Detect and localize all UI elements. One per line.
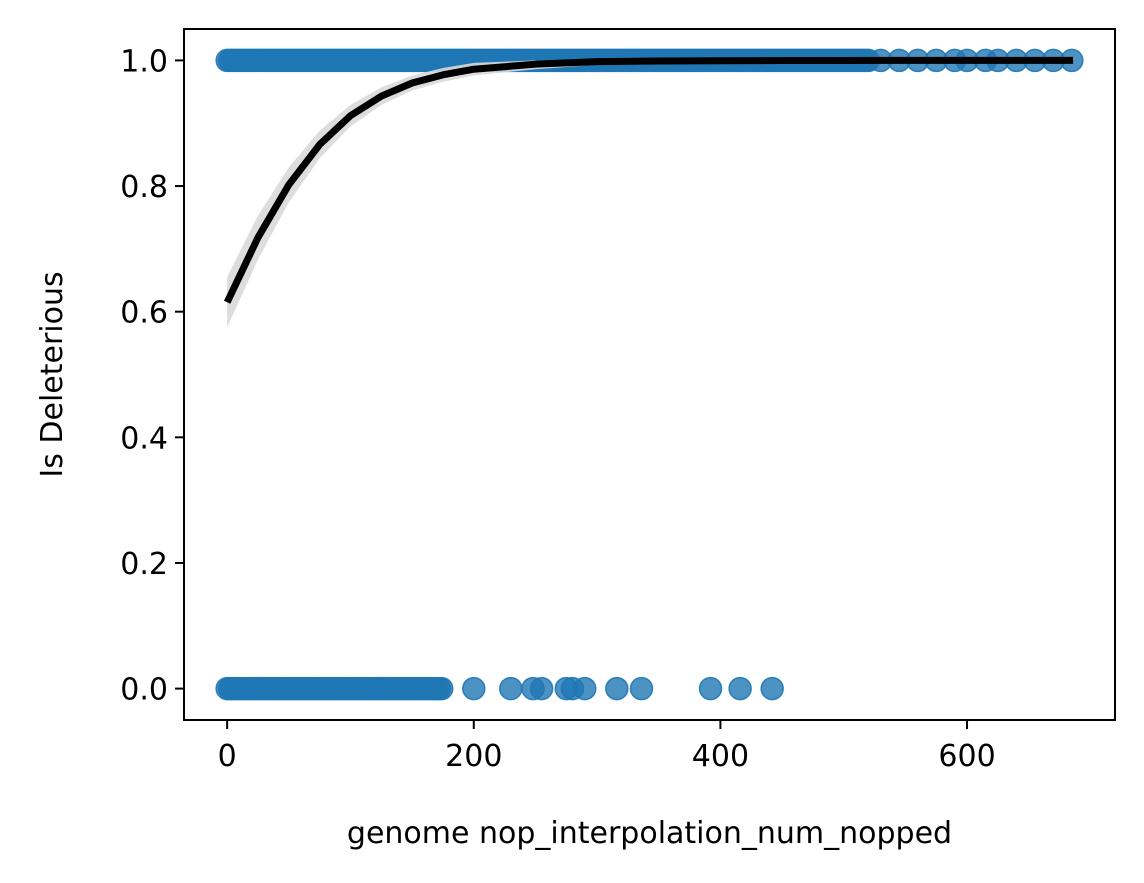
y-tick-label: 0.8 — [120, 170, 168, 205]
data-point-not-deleterious — [462, 676, 486, 701]
axis-ticks: 0 200 400 600 0.0 0.2 0.4 0.6 0.8 1.0 — [120, 44, 995, 774]
y-tick-label: 0.2 — [120, 547, 168, 582]
data-point-not-deleterious — [605, 676, 629, 701]
y-tick-label: 0.0 — [120, 673, 168, 708]
plot-area — [215, 48, 1084, 701]
x-tick-label: 400 — [692, 739, 749, 774]
data-point-not-deleterious — [728, 676, 752, 701]
y-axis-label: Is Deleterious — [35, 271, 70, 477]
data-point-not-deleterious — [529, 676, 554, 701]
data-point-not-deleterious — [429, 676, 454, 701]
axes-frame — [183, 28, 1116, 721]
data-point-not-deleterious — [629, 676, 654, 701]
data-point-not-deleterious — [698, 676, 723, 701]
x-axis-label: genome nop_interpolation_num_nopped — [347, 816, 952, 851]
data-point-not-deleterious — [573, 676, 597, 701]
y-tick-label: 1.0 — [120, 44, 168, 79]
confidence-band — [227, 60, 1074, 328]
x-tick-label: 200 — [445, 739, 502, 774]
data-point-not-deleterious — [499, 676, 523, 701]
y-tick-label: 0.4 — [120, 421, 168, 456]
data-point-not-deleterious — [760, 676, 784, 701]
y-tick-label: 0.6 — [120, 296, 168, 331]
x-tick-label: 600 — [938, 739, 995, 774]
logistic-fit-line — [223, 56, 1074, 304]
x-tick-label: 0 — [218, 739, 237, 774]
